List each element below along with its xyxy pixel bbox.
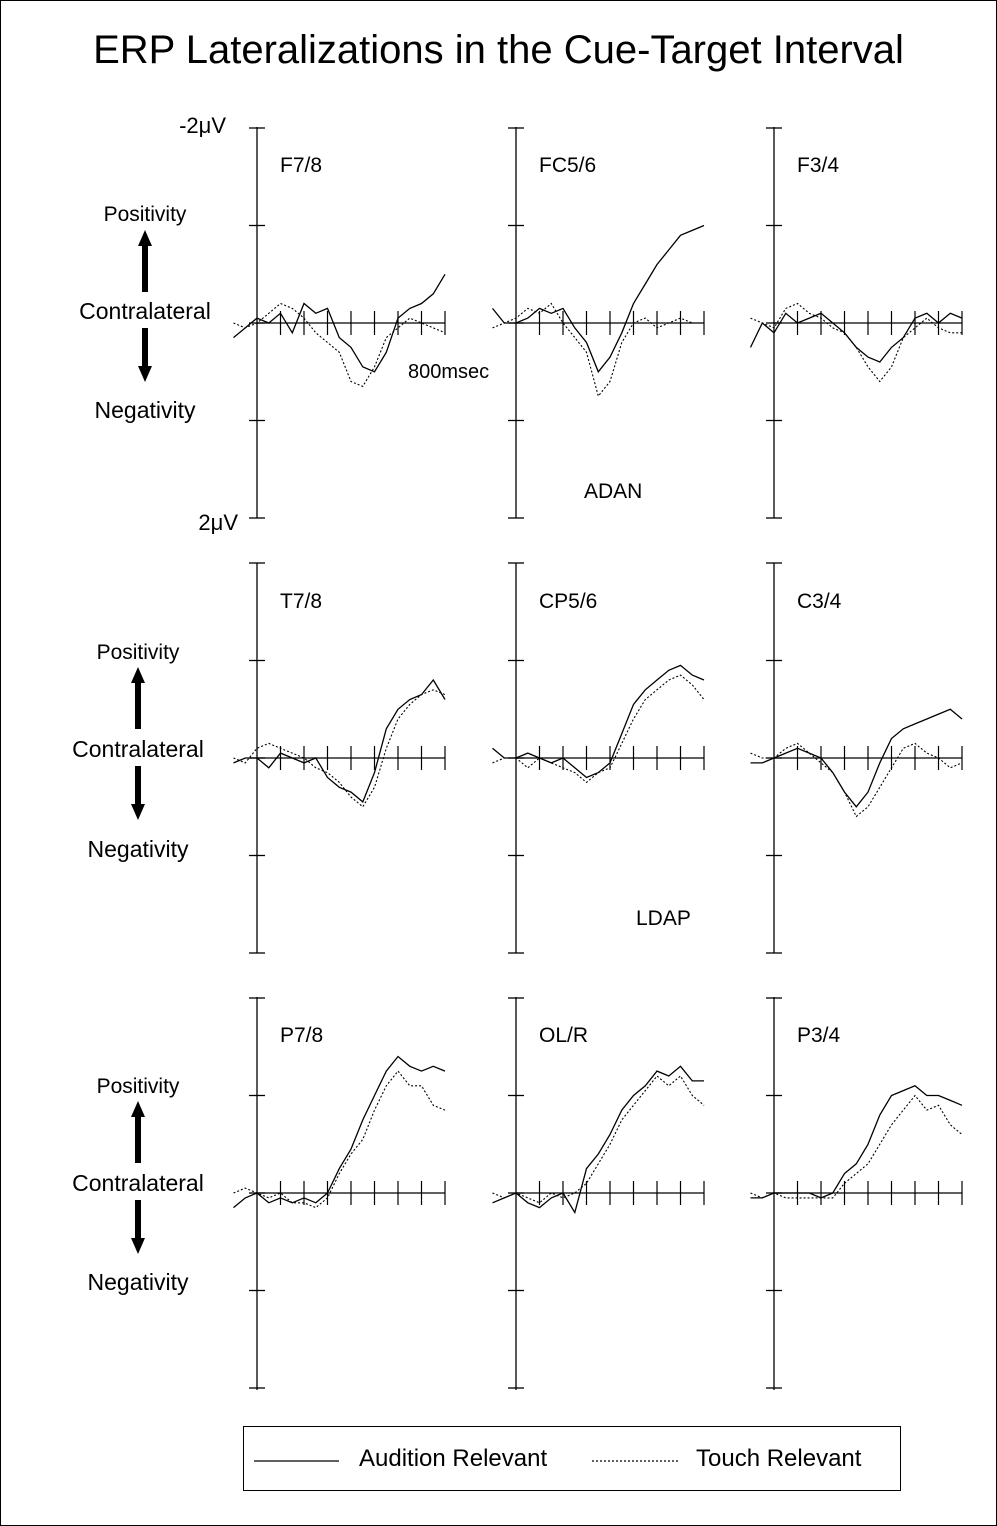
row-label-group-3: Positivity Contralateral Negativity [72,1075,204,1295]
arrow-down-icon [131,1238,145,1254]
row-side-labels: PositivityContralateralNegativityPositiv… [72,203,211,1295]
series-touch-relevant [750,302,962,383]
panel-label: FC5/6 [539,154,596,177]
annotations: -2μV 2μV 800msec ADAN LDAP [179,113,691,930]
panel-f3-4: F3/4 [749,127,963,519]
panel-c3-4: C3/4 [750,562,963,954]
series-touch-relevant [750,1094,963,1199]
panel-cp5-6: CP5/6 [492,562,705,954]
arrow-up-icon [131,667,145,683]
y-top-label: -2μV [179,113,226,138]
series-audition-relevant [491,224,705,374]
panel-label: OL/R [539,1024,588,1047]
negativity-label: Negativity [88,1269,189,1295]
positivity-label: Positivity [97,1075,180,1098]
ldap-label: LDAP [636,907,691,930]
series-touch-relevant [492,674,705,784]
panel-t7-8: T7/8 [233,562,446,954]
positivity-label: Positivity [104,203,187,226]
panel-fc5-6: FC5/6 [491,127,705,519]
series-audition-relevant [750,708,963,808]
panel-label: F3/4 [797,154,839,177]
contralateral-label: Contralateral [72,1170,204,1196]
panel-label: P7/8 [280,1024,323,1047]
panel-f7-8: F7/8 [233,127,446,519]
arrow-up-icon [138,230,152,246]
legend-swatches [254,1460,680,1462]
row-label-group-2: Positivity Contralateral Negativity [72,641,204,862]
series-touch-relevant [233,1070,446,1209]
series-touch-relevant [233,302,446,388]
series-touch-relevant [750,742,963,818]
time-label: 800msec [408,361,489,383]
arrow-up-icon [131,1101,145,1117]
panel-p3-4: P3/4 [750,997,963,1390]
contralateral-label: Contralateral [72,736,204,762]
series-touch-relevant [233,689,446,808]
panel-label: P3/4 [797,1024,841,1047]
panel-label: F7/8 [280,154,322,177]
series-audition-relevant [750,1085,963,1199]
chart-title: ERP Lateralizations in the Cue-Target In… [93,28,904,72]
panels: F7/8 FC5/6 F3/4 T7/8 CP5/6 C3/4 P7/8 OL/R P3/4 [233,127,963,1390]
legend-label-audition: Audition Relevant [359,1445,548,1472]
negativity-label: Negativity [95,397,196,423]
panel-label: CP5/6 [539,590,597,613]
panel-p7-8: P7/8 [233,997,446,1390]
contralateral-label: Contralateral [79,298,211,324]
y-bottom-label: 2μV [198,510,238,535]
series-audition-relevant [233,273,446,373]
row-label-group-1: Positivity Contralateral Negativity [79,203,211,423]
series-audition-relevant [749,312,963,363]
panel-ol-r: OL/R [492,997,705,1390]
series-touch-relevant [492,1075,705,1204]
series-audition-relevant [233,678,446,803]
positivity-label: Positivity [97,641,180,664]
series-audition-relevant [492,664,705,779]
negativity-label: Negativity [88,836,189,862]
series-touch-relevant [492,302,704,398]
series-audition-relevant [492,1065,704,1215]
panel-label: T7/8 [280,590,322,613]
adan-label: ADAN [584,480,642,503]
arrow-down-icon [131,804,145,820]
panel-label: C3/4 [797,590,842,613]
arrow-down-icon [138,366,152,382]
series-audition-relevant [233,1055,446,1209]
legend: Audition Relevant Touch Relevant [243,1426,901,1491]
legend-label-touch: Touch Relevant [696,1445,862,1472]
